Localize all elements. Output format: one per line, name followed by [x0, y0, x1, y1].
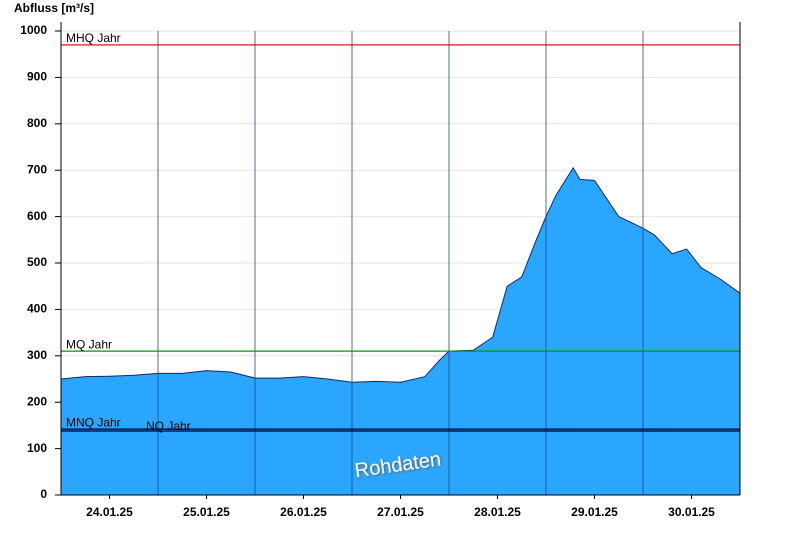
y-tick-label: 1000 [20, 23, 47, 37]
y-tick-label: 400 [27, 302, 47, 316]
y-tick-label: 500 [27, 255, 47, 269]
y-tick-label: 900 [27, 70, 47, 84]
x-tick-label: 26.01.25 [280, 505, 327, 519]
reference-label: MNQ Jahr [66, 415, 121, 429]
y-tick-label: 600 [27, 209, 47, 223]
y-tick-label: 300 [27, 348, 47, 362]
x-tick-label: 27.01.25 [377, 505, 424, 519]
reference-label: MHQ Jahr [66, 31, 121, 45]
x-tick-label: 30.01.25 [668, 505, 715, 519]
y-axis-label: Abfluss [m³/s] [14, 1, 94, 15]
y-tick-label: 800 [27, 116, 47, 130]
x-tick-label: 25.01.25 [183, 505, 230, 519]
x-tick-label: 24.01.25 [86, 505, 133, 519]
reference-label: NQ Jahr [146, 419, 191, 433]
area [61, 167, 740, 495]
y-tick-label: 0 [40, 487, 47, 501]
x-tick-label: 28.01.25 [474, 505, 521, 519]
y-tick-label: 700 [27, 162, 47, 176]
y-tick-label: 100 [27, 441, 47, 455]
y-tick-label: 200 [27, 394, 47, 408]
reference-label: MQ Jahr [66, 337, 112, 351]
x-tick-label: 29.01.25 [571, 505, 618, 519]
